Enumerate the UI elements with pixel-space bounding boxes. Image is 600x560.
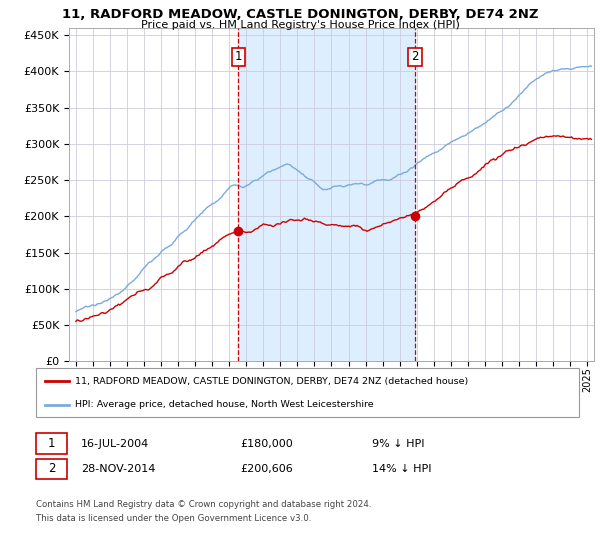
Text: £200,606: £200,606 bbox=[240, 464, 293, 474]
Text: 14% ↓ HPI: 14% ↓ HPI bbox=[372, 464, 431, 474]
Text: Contains HM Land Registry data © Crown copyright and database right 2024.: Contains HM Land Registry data © Crown c… bbox=[36, 500, 371, 508]
Text: 1: 1 bbox=[48, 437, 55, 450]
Text: £180,000: £180,000 bbox=[240, 438, 293, 449]
Text: 9% ↓ HPI: 9% ↓ HPI bbox=[372, 438, 425, 449]
Text: 16-JUL-2004: 16-JUL-2004 bbox=[81, 438, 149, 449]
Text: 2: 2 bbox=[412, 50, 419, 63]
Text: 11, RADFORD MEADOW, CASTLE DONINGTON, DERBY, DE74 2NZ: 11, RADFORD MEADOW, CASTLE DONINGTON, DE… bbox=[62, 8, 538, 21]
Text: 28-NOV-2014: 28-NOV-2014 bbox=[81, 464, 155, 474]
Text: HPI: Average price, detached house, North West Leicestershire: HPI: Average price, detached house, Nort… bbox=[75, 400, 374, 409]
Bar bbox=[238, 28, 415, 361]
Text: This data is licensed under the Open Government Licence v3.0.: This data is licensed under the Open Gov… bbox=[36, 514, 311, 523]
Text: Price paid vs. HM Land Registry's House Price Index (HPI): Price paid vs. HM Land Registry's House … bbox=[140, 20, 460, 30]
Text: 1: 1 bbox=[235, 50, 242, 63]
Text: 2: 2 bbox=[48, 462, 55, 475]
Text: 11, RADFORD MEADOW, CASTLE DONINGTON, DERBY, DE74 2NZ (detached house): 11, RADFORD MEADOW, CASTLE DONINGTON, DE… bbox=[75, 377, 468, 386]
